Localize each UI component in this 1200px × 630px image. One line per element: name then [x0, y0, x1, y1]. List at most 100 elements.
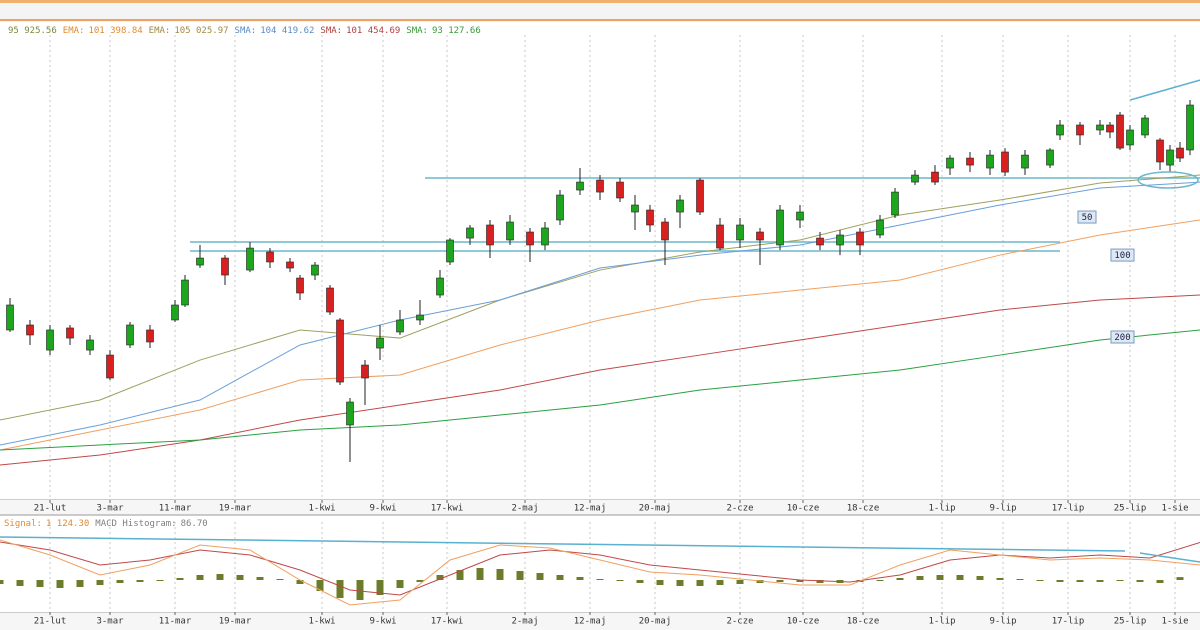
histogram-bar — [376, 580, 384, 595]
histogram-bar — [516, 571, 524, 580]
histogram-bar — [1056, 580, 1064, 582]
ma-label-box — [1110, 330, 1135, 344]
candle-body — [66, 327, 74, 339]
histogram-bar — [416, 580, 424, 582]
candle-body — [856, 231, 864, 246]
histogram-bar — [636, 580, 644, 583]
x-tick-label: 3-mar — [96, 504, 124, 514]
candle-body — [931, 171, 939, 183]
ma-label-box — [1110, 248, 1135, 262]
candle-body — [661, 221, 669, 241]
histogram-bar — [936, 575, 944, 580]
x-tick-label: 19-mar — [219, 504, 252, 514]
histogram-bar — [236, 575, 244, 580]
histogram-bar — [536, 573, 544, 580]
histogram-bar — [716, 580, 724, 585]
x-tick-label: 9-lip — [989, 504, 1016, 514]
x-tick-label: 21-lut — [34, 504, 67, 514]
histogram-bar — [16, 580, 24, 586]
candle-body — [596, 179, 604, 193]
candle-body — [86, 339, 94, 351]
x-tick-label: 2-maj — [511, 617, 538, 627]
indicator-line — [0, 329, 1200, 451]
header-value: 101 398.84 — [88, 26, 142, 36]
candle-body — [6, 304, 14, 331]
x-tick-label: 25-lip — [1114, 617, 1147, 627]
date-strip — [0, 613, 1200, 630]
candle-body — [221, 257, 229, 276]
candle-body — [126, 324, 134, 346]
histogram-bar — [1036, 580, 1044, 581]
candle-body — [1001, 151, 1009, 173]
histogram-bar — [1176, 577, 1184, 580]
candle-body — [181, 279, 189, 306]
x-tick-label: 2-cze — [726, 504, 753, 514]
histogram-bar — [436, 575, 444, 580]
candle-body — [796, 211, 804, 221]
candle-body — [336, 319, 344, 383]
histogram-bar — [476, 568, 484, 580]
header-value: 105 025.97 — [174, 26, 228, 36]
histogram-bar — [256, 577, 264, 580]
candle-body — [1096, 124, 1104, 131]
plot-layer: 95 925.56 EMA: 101 398.84 EMA: 105 025.97 SMA… — [0, 26, 1200, 627]
histogram-bar — [896, 578, 904, 580]
candle-body — [816, 237, 824, 246]
indicator-line — [0, 174, 1200, 421]
candle-body — [966, 157, 974, 166]
histogram-bar — [456, 570, 464, 580]
x-tick-label: 9-kwi — [369, 504, 396, 514]
x-tick-label: 2-maj — [511, 504, 538, 514]
highlight-ellipse — [1137, 171, 1199, 189]
candle-body — [396, 319, 404, 333]
histogram-bar — [736, 580, 744, 584]
histogram-bar — [976, 576, 984, 580]
header-label: SMA: — [406, 26, 428, 36]
candle-body — [436, 277, 444, 296]
histogram-bar — [176, 578, 184, 580]
candle-body — [541, 227, 549, 246]
candle-body — [1156, 139, 1164, 163]
x-tick-label: 1-kwi — [308, 504, 335, 514]
candle-body — [466, 227, 474, 239]
trend-line — [0, 536, 1126, 552]
ma-label-box — [1077, 210, 1097, 224]
x-tick-label: 18-cze — [847, 504, 880, 514]
candle-body — [486, 224, 494, 246]
x-tick-label: 11-mar — [159, 617, 192, 627]
header-label: EMA: — [149, 26, 171, 36]
candle-body — [946, 157, 954, 169]
header-value: 86.70 — [181, 519, 208, 529]
histogram-bar — [56, 580, 64, 588]
candle-body — [631, 204, 639, 213]
x-tick-label: 12-maj — [574, 504, 607, 514]
histogram-bar — [656, 580, 664, 585]
candle-body — [1176, 147, 1184, 159]
x-tick-label: 25-lip — [1114, 504, 1147, 514]
indicator-line — [0, 294, 1200, 466]
histogram-bar — [116, 580, 124, 583]
candle-body — [1141, 117, 1149, 136]
histogram-bar — [216, 574, 224, 580]
candle-body — [1056, 124, 1064, 136]
trend-line — [1139, 552, 1200, 563]
header-values: Signal: 1 124.30 MACD Histogram: 86.70 — [4, 519, 208, 529]
histogram-bar — [296, 580, 304, 584]
candle-body — [1186, 104, 1194, 151]
candle-body — [146, 329, 154, 343]
x-tick-label: 10-cze — [787, 617, 820, 627]
x-tick-label: 3-mar — [96, 617, 124, 627]
header-value: 93 127.66 — [432, 26, 481, 36]
header-value: 1 124.30 — [46, 519, 89, 529]
ma-label: 100 — [1114, 251, 1130, 261]
x-tick-label: 17-lip — [1052, 617, 1085, 627]
histogram-bar — [916, 576, 924, 580]
histogram-bar — [596, 579, 604, 580]
x-tick-label: 18-cze — [847, 617, 880, 627]
histogram-bar — [36, 580, 44, 587]
candle-body — [526, 231, 534, 246]
histogram-bar — [956, 575, 964, 580]
candle-body — [506, 221, 514, 241]
x-tick-label: 12-maj — [574, 617, 607, 627]
